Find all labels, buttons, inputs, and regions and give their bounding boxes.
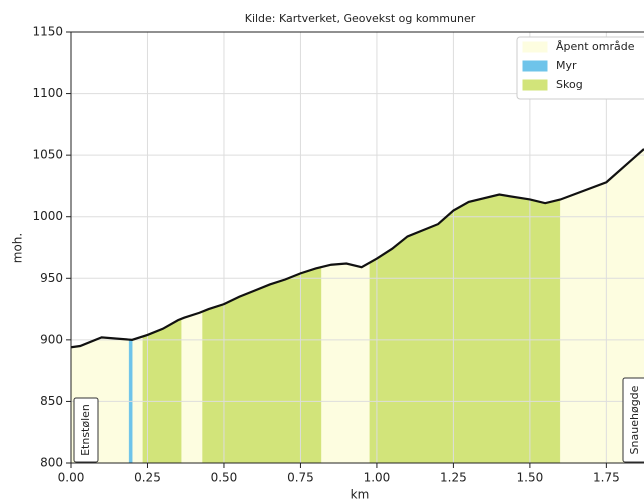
x-tick-label: 0.00 xyxy=(58,471,85,485)
y-tick-label: 1100 xyxy=(32,86,63,100)
elevation-line xyxy=(71,148,644,349)
fills xyxy=(71,148,644,463)
land-cover-area xyxy=(180,311,203,463)
legend-label: Myr xyxy=(556,59,577,72)
land-cover-area xyxy=(142,318,182,463)
legend-box xyxy=(516,36,644,100)
y-tick-label: 1150 xyxy=(32,25,63,39)
annotation-box xyxy=(73,397,99,463)
x-tick-label: 1.25 xyxy=(440,471,467,485)
x-tick-label: 0.50 xyxy=(211,471,238,485)
x-tick-label: 0.25 xyxy=(134,471,161,485)
legend-swatch xyxy=(522,79,548,91)
y-tick-label: 1000 xyxy=(32,209,63,223)
x-tick-label: 1.00 xyxy=(364,471,391,485)
land-cover-area xyxy=(369,194,561,463)
y-tick-label: 800 xyxy=(40,456,63,470)
legend-swatch xyxy=(522,60,548,72)
chart-title: Kilde: Kartverket, Geovekst og kommuner xyxy=(245,12,476,25)
y-tick-label: 1050 xyxy=(32,148,63,162)
land-cover-area xyxy=(202,266,322,463)
land-cover-area xyxy=(131,336,144,463)
y-tick-label: 900 xyxy=(40,332,63,346)
x-axis-label: km xyxy=(351,488,370,501)
annotation-box xyxy=(622,377,644,463)
x-tick-label: 1.75 xyxy=(593,471,620,485)
annotation: Snauehøgde xyxy=(628,385,641,454)
land-cover-area xyxy=(320,262,371,463)
annotation: Etnstølen xyxy=(79,404,92,456)
legend-label: Skog xyxy=(556,78,583,91)
y-axis-label: moh. xyxy=(11,233,25,263)
legend-swatch xyxy=(522,41,548,53)
y-tick-label: 850 xyxy=(40,394,63,408)
x-tick-label: 0.75 xyxy=(287,471,314,485)
overlay: 800 850 900 950 1000 1050 1100 1150 0.00 0.25 0.50… xyxy=(32,25,644,485)
y-tick-label: 950 xyxy=(40,271,63,285)
legend-label: Åpent område xyxy=(556,40,635,53)
x-tick-label: 1.50 xyxy=(517,471,544,485)
